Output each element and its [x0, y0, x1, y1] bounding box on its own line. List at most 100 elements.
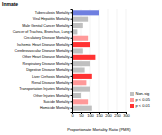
y-tick-mark: [71, 12, 73, 13]
bars: [72, 10, 99, 110]
y-tick-mark: [71, 19, 73, 20]
legend-label: p < 0.01: [136, 103, 151, 108]
x-tick-label: 100: [87, 113, 94, 118]
y-tick-mark: [71, 63, 73, 64]
y-tick-mark: [71, 89, 73, 90]
grid-line: [99, 9, 100, 112]
y-tick: Viral Hepatitis Mortality: [33, 17, 72, 21]
y-tick-label: Transportation Injuries Mortality: [19, 87, 69, 91]
bar: [72, 93, 81, 98]
y-tick-label: Cerebrovascular Disease Mortality: [15, 49, 70, 53]
x-tick: 150: [96, 112, 103, 118]
x-tick: 200: [105, 112, 112, 118]
bar: [72, 61, 90, 66]
grid-line: [90, 9, 91, 112]
x-tick: 50: [79, 112, 84, 118]
y-tick-mark: [71, 70, 73, 71]
y-tick-label: Cancer of Trachea, Bronchus, Lung: [13, 30, 70, 34]
legend-item: Non-sig: [130, 91, 149, 96]
x-tick: 250: [114, 112, 121, 118]
legend-swatch: [130, 104, 134, 108]
y-tick-label: Other Heart Disease Mortality: [22, 55, 70, 59]
y-tick: Liver Cirrhosis Mortality: [32, 75, 72, 79]
x-axis-title: Proportionate Mortality Ratio (PMR): [67, 127, 131, 132]
y-tick-label: Respiratory Disease Mortality: [23, 62, 70, 66]
chart: 0 50100150200250300 Tuberculosis Mortality…: [0, 0, 162, 135]
x-tick-label: 300: [123, 113, 130, 118]
y-axis: Tuberculosis Mortality Viral Hepatitis Mo…: [13, 10, 73, 113]
y-tick-label: Homicide Mortality: [40, 106, 70, 110]
grid: [72, 9, 126, 112]
y-tick-mark: [71, 31, 73, 32]
grid-line: [117, 9, 118, 112]
y-tick-mark: [71, 101, 73, 102]
grid-line: [126, 9, 127, 112]
x-tick-label: 200: [105, 113, 112, 118]
bar: [72, 36, 88, 41]
bar: [72, 17, 88, 22]
y-tick-mark: [71, 95, 73, 96]
y-tick-mark: [71, 50, 73, 51]
bar: [72, 48, 83, 53]
y-tick-label: Renal Disease Mortality: [32, 81, 70, 85]
x-tick: 100: [87, 112, 94, 118]
y-tick-label: Other Injuries Mortality: [33, 94, 69, 98]
y-tick: Tuberculosis Mortality: [35, 11, 72, 15]
y-tick-mark: [71, 108, 73, 109]
legend-swatch: [130, 98, 134, 102]
bar: [72, 106, 92, 111]
y-tick-label: Suicide Mortality: [43, 100, 70, 104]
y-tick-mark: [71, 82, 73, 83]
y-tick: Cancer of Trachea, Bronchus, Lung: [13, 30, 72, 34]
x-tick-label: 0: [71, 113, 74, 118]
y-tick: Cerebrovascular Disease Mortality: [15, 49, 72, 53]
y-tick: Renal Disease Mortality: [32, 81, 72, 85]
x-tick-label: 150: [96, 113, 103, 118]
y-tick-mark: [71, 57, 73, 58]
y-tick: Ischemic Heart Disease Mortality: [17, 43, 72, 47]
y-tick: Other Injuries Mortality: [33, 94, 72, 98]
x-axis: 0 50100150200250300: [71, 112, 130, 118]
bar: [72, 74, 92, 79]
grid-line: [72, 9, 73, 112]
legend-label: p < 0.05: [136, 97, 151, 102]
y-tick: Digestive Disease Mortality: [26, 68, 72, 72]
legend-label: Non-sig: [136, 91, 150, 96]
bar: [72, 55, 95, 60]
y-tick-mark: [71, 44, 73, 45]
y-tick: Male Genital Cancer Mortality: [22, 24, 72, 28]
y-tick: Circulatory Disease Mortality: [24, 36, 72, 40]
grid-line: [108, 9, 109, 112]
title: Inmate: [2, 1, 18, 7]
legend: Non-sigp < 0.05p < 0.01: [130, 91, 151, 108]
y-tick: Homicide Mortality: [40, 106, 72, 110]
y-tick-mark: [71, 76, 73, 77]
bar: [72, 23, 83, 28]
bar: [72, 42, 90, 47]
x-tick-label: 250: [114, 113, 121, 118]
y-tick-label: Circulatory Disease Mortality: [24, 36, 70, 40]
y-tick-label: Male Genital Cancer Mortality: [22, 24, 70, 28]
y-tick-label: Tuberculosis Mortality: [35, 11, 70, 15]
y-tick: Suicide Mortality: [43, 100, 72, 104]
bar: [72, 10, 99, 15]
bar: [72, 67, 85, 72]
x-tick-label: 50: [79, 113, 84, 118]
y-tick-mark: [71, 25, 73, 26]
y-tick-label: Liver Cirrhosis Mortality: [32, 75, 70, 79]
y-axis-line: [71, 10, 73, 113]
legend-item: p < 0.01: [130, 103, 151, 108]
y-tick-label: Viral Hepatitis Mortality: [33, 17, 70, 21]
y-tick: Other Heart Disease Mortality: [22, 55, 72, 59]
bar: [72, 99, 88, 104]
x-tick: 300: [123, 112, 130, 118]
y-tick: Transportation Injuries Mortality: [19, 87, 72, 91]
bar: [72, 87, 90, 92]
y-tick-mark: [71, 38, 73, 39]
y-tick: Respiratory Disease Mortality: [23, 62, 72, 66]
y-tick-label: Ischemic Heart Disease Mortality: [17, 43, 70, 47]
legend-swatch: [130, 92, 134, 96]
bar: [72, 80, 86, 85]
legend-item: p < 0.05: [130, 97, 151, 102]
y-tick-label: Digestive Disease Mortality: [26, 68, 70, 72]
